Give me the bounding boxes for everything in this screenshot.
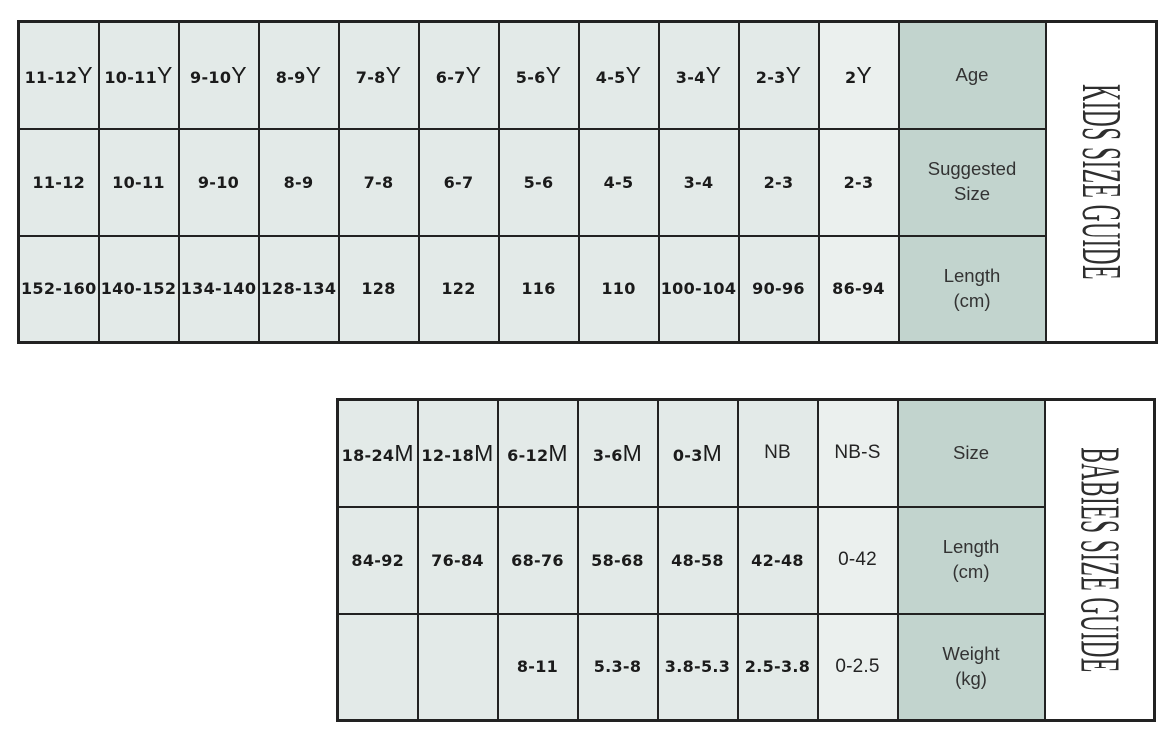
kids-title-cell: KIDS SIZE GUIDE [1044,20,1158,344]
unit-suffix: Y [856,61,873,88]
row-label: Length (cm) [897,234,1047,344]
size-value-cell: 18-24M [336,398,419,508]
size-value-cell: 11-12 [17,127,100,237]
vertical-title-wrap: KIDS SIZE GUIDE [1047,23,1156,341]
unit-suffix: M [548,439,568,466]
unit-suffix: M [394,439,414,466]
vertical-title: BABIES SIZE GUIDE [1068,447,1131,673]
size-value-cell: 110 [577,234,660,344]
size-value-cell: NB-S [816,398,899,508]
size-value-cell: 12-18M [416,398,499,508]
size-value-cell: 128-134 [257,234,340,344]
size-value-cell: 8-9 [257,127,340,237]
size-value-cell: 3.8-5.3 [656,612,739,722]
size-value-cell: 7-8Y [337,20,420,130]
size-value-cell: 2.5-3.8 [736,612,819,722]
size-value-cell: 68-76 [496,505,579,615]
size-value-cell: 8-11 [496,612,579,722]
unit-suffix: Y [385,61,402,88]
size-value-cell: 11-12Y [17,20,100,130]
unit-suffix: Y [625,61,642,88]
unit-suffix: M [622,439,643,466]
size-value-cell: 140-152 [97,234,180,344]
vertical-title-wrap: BABIES SIZE GUIDE [1046,401,1154,719]
size-value-cell: 100-104 [657,234,740,344]
size-value-cell: 42-48 [736,505,819,615]
row-label: Length (cm) [896,505,1046,615]
size-value-cell: 2-3Y [737,20,820,130]
size-value-cell: 134-140 [177,234,260,344]
unit-suffix: Y [545,61,562,88]
unit-suffix: Y [785,61,802,88]
size-value-cell: 4-5 [577,127,660,237]
unit-suffix: Y [305,61,322,88]
size-value-cell: 76-84 [416,505,499,615]
size-value-cell: 116 [497,234,580,344]
size-value-cell: 84-92 [336,505,419,615]
table-row: 11-12 10-11 9-10 8-9 7-8 6-7 5-6 4-5 3-4 2-3 2-3 Su… [17,127,1157,237]
size-value-cell: 6-7 [417,127,500,237]
size-value-cell: 5.3-8 [576,612,659,722]
size-value-cell: 2-3 [737,127,820,237]
table-row: 84-92 76-84 68-76 58-68 48-58 42-48 0-42 Length… [336,505,1155,615]
size-value-cell: 2-3 [817,127,900,237]
size-value-cell: 86-94 [817,234,900,344]
size-value-cell: 10-11 [97,127,180,237]
table-row: 18-24M 12-18M 6-12M 3-6M 0-3M NB NB-S Size BABIE… [336,398,1156,722]
table-row: 8-11 5.3-8 3.8-5.3 2.5-3.8 0-2.5 Weight (kg) [336,612,1155,722]
unit-suffix: Y [77,61,93,88]
size-value-cell: 128 [337,234,420,344]
size-value-cell: 7-8 [337,127,420,237]
unit-suffix: M [474,439,494,466]
size-value-cell: 0-2.5 [816,612,899,722]
size-value-cell: 5-6Y [497,20,580,130]
babies-size-table: 18-24M 12-18M 6-12M 3-6M 0-3M NB NB-S Size BABIE… [336,398,1156,722]
size-value-cell: 9-10 [177,127,260,237]
row-label: Suggested Size [897,127,1047,237]
size-value-cell: 3-4 [657,127,740,237]
unit-suffix: Y [705,61,722,88]
kids-size-table: 11-12Y 10-11Y 9-10Y 8-9Y 7-8Y 6-7Y 5-6Y 4-5Y 3-4… [17,20,1158,344]
size-value-cell [416,612,499,722]
size-value-cell: 3-4Y [657,20,740,130]
size-value-cell: 9-10Y [177,20,260,130]
size-value-cell: 0-3M [656,398,739,508]
unit-suffix: Y [231,61,247,88]
size-value-cell: 48-58 [656,505,739,615]
vertical-title: KIDS SIZE GUIDE [1069,84,1132,280]
size-value-cell: 6-12M [496,398,579,508]
size-value-cell: 10-11Y [97,20,180,130]
row-label: Size [896,398,1046,508]
size-value-cell: 152-160 [17,234,100,344]
size-value-cell: 5-6 [497,127,580,237]
size-value-cell: 8-9Y [257,20,340,130]
size-value-cell: 3-6M [576,398,659,508]
size-value-cell: 0-42 [816,505,899,615]
size-value-cell: NB [736,398,819,508]
size-value-cell: 2Y [817,20,900,130]
row-label: Weight (kg) [896,612,1046,722]
unit-suffix: Y [157,61,173,88]
size-value-cell: 122 [417,234,500,344]
unit-suffix: Y [465,61,482,88]
table-row: 11-12Y 10-11Y 9-10Y 8-9Y 7-8Y 6-7Y 5-6Y 4-5Y 3-4… [17,20,1158,344]
row-label: Age [897,20,1047,130]
size-value-cell [336,612,419,722]
unit-suffix: M [702,439,723,466]
babies-title-cell: BABIES SIZE GUIDE [1043,398,1156,722]
size-value-cell: 58-68 [576,505,659,615]
size-value-cell: 6-7Y [417,20,500,130]
size-value-cell: 4-5Y [577,20,660,130]
table-row: 152-160 140-152 134-140 128-134 128 122 116 110… [17,234,1157,344]
size-value-cell: 90-96 [737,234,820,344]
